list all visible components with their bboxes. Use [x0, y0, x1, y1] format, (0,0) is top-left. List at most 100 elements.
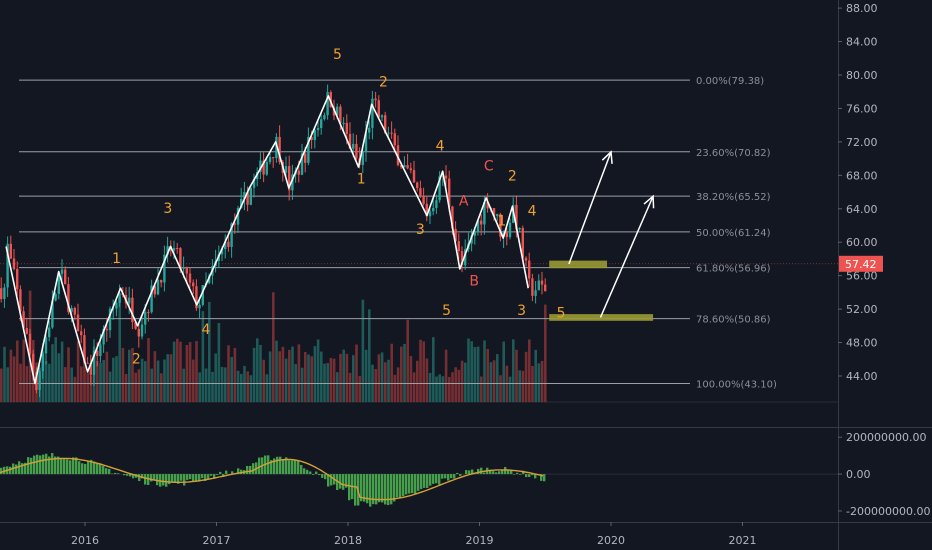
- candle-body[interactable]: [393, 133, 396, 146]
- candle-body[interactable]: [336, 106, 339, 116]
- candle-body[interactable]: [534, 290, 537, 296]
- candle-body[interactable]: [316, 127, 320, 131]
- candle-body[interactable]: [425, 203, 428, 217]
- candle-body[interactable]: [403, 165, 406, 168]
- candle-body[interactable]: [6, 243, 9, 288]
- candle-body[interactable]: [496, 214, 499, 217]
- candle-body[interactable]: [454, 228, 457, 242]
- candle-body[interactable]: [96, 350, 99, 357]
- candle-body[interactable]: [182, 267, 185, 269]
- candle-body[interactable]: [176, 247, 179, 249]
- candle-body[interactable]: [70, 307, 73, 312]
- candle-body[interactable]: [480, 220, 483, 225]
- candle-body[interactable]: [89, 362, 92, 375]
- fibonacci-retracement[interactable]: 0.00%(79.38) 23.60%(70.82) 38.20%(65.52) 50…: [19, 76, 777, 391]
- candle-body[interactable]: [326, 92, 329, 116]
- candle-body[interactable]: [361, 151, 364, 165]
- candle-body[interactable]: [259, 160, 262, 172]
- candle-body[interactable]: [192, 282, 195, 287]
- candle-body[interactable]: [128, 297, 131, 304]
- candle-body[interactable]: [67, 284, 70, 312]
- candle-body[interactable]: [0, 288, 3, 300]
- candle-body[interactable]: [99, 344, 102, 357]
- candle-body[interactable]: [368, 127, 371, 133]
- candle-body[interactable]: [300, 153, 304, 175]
- candle-body[interactable]: [268, 157, 272, 162]
- candle-body[interactable]: [147, 312, 150, 314]
- candle-body[interactable]: [377, 100, 380, 118]
- candle-body[interactable]: [227, 241, 230, 247]
- candle-body[interactable]: [540, 280, 544, 285]
- candle-body[interactable]: [134, 322, 137, 329]
- candle-body[interactable]: [57, 273, 60, 294]
- candle-body[interactable]: [278, 136, 281, 163]
- candle-body[interactable]: [387, 132, 390, 134]
- candle-body[interactable]: [451, 206, 454, 229]
- candle-body[interactable]: [115, 302, 118, 309]
- candle-body[interactable]: [428, 211, 432, 217]
- candle-body[interactable]: [265, 161, 268, 175]
- candle-body[interactable]: [233, 223, 236, 225]
- candle-body[interactable]: [32, 353, 35, 373]
- candle-body[interactable]: [86, 362, 89, 364]
- candle-body[interactable]: [380, 115, 384, 118]
- candle-body[interactable]: [460, 251, 464, 266]
- candle-body[interactable]: [224, 241, 227, 250]
- candle-body[interactable]: [505, 232, 508, 238]
- candle-body[interactable]: [108, 308, 112, 331]
- candle-body[interactable]: [438, 176, 441, 201]
- candle-body[interactable]: [76, 314, 80, 332]
- candle-body[interactable]: [137, 328, 140, 337]
- candle-body[interactable]: [188, 273, 192, 283]
- candle-body[interactable]: [172, 247, 176, 251]
- candle-body[interactable]: [198, 304, 201, 309]
- candle-body[interactable]: [464, 249, 467, 266]
- elliott-wave-path[interactable]: [5, 95, 529, 385]
- wave-line[interactable]: [5, 95, 529, 385]
- candle-body[interactable]: [323, 115, 326, 120]
- candle-body[interactable]: [508, 222, 512, 238]
- candle-body[interactable]: [185, 267, 188, 274]
- candle-body[interactable]: [243, 192, 246, 199]
- candle-body[interactable]: [499, 214, 502, 237]
- candle-body[interactable]: [483, 202, 486, 225]
- candle-body[interactable]: [102, 329, 105, 345]
- candle-body[interactable]: [25, 328, 28, 334]
- candle-body[interactable]: [38, 371, 41, 390]
- candle-body[interactable]: [355, 143, 358, 159]
- candle-body[interactable]: [44, 337, 48, 354]
- candle-body[interactable]: [348, 133, 352, 149]
- candle-body[interactable]: [473, 232, 476, 236]
- oscillator-pane[interactable]: 200000000.00 0.00 -200000000.00: [0, 431, 930, 518]
- candle-body[interactable]: [448, 178, 451, 207]
- candle-body[interactable]: [112, 308, 115, 310]
- candle-body[interactable]: [140, 324, 144, 337]
- candle-body[interactable]: [19, 289, 22, 312]
- candle-body[interactable]: [230, 223, 233, 247]
- candle-body[interactable]: [201, 285, 204, 305]
- candle-body[interactable]: [412, 170, 416, 183]
- candle-body[interactable]: [531, 278, 534, 296]
- candle-body[interactable]: [92, 350, 96, 375]
- candle-body[interactable]: [409, 168, 412, 171]
- candle-body[interactable]: [35, 372, 38, 390]
- candle-body[interactable]: [246, 192, 249, 205]
- candle-body[interactable]: [131, 297, 134, 323]
- candle-body[interactable]: [54, 293, 57, 301]
- candle-body[interactable]: [313, 130, 316, 141]
- candle-body[interactable]: [163, 254, 166, 283]
- candle-body[interactable]: [374, 98, 377, 101]
- projection-arrow[interactable]: [599, 194, 655, 318]
- candle-body[interactable]: [291, 174, 294, 191]
- projection-arrows[interactable]: [568, 150, 655, 318]
- candle-body[interactable]: [195, 286, 198, 309]
- candle-body[interactable]: [41, 353, 44, 372]
- candle-body[interactable]: [364, 132, 368, 152]
- candle-body[interactable]: [524, 257, 528, 261]
- candle-body[interactable]: [400, 165, 403, 168]
- candle-body[interactable]: [262, 160, 265, 175]
- candle-body[interactable]: [297, 170, 300, 175]
- candle-body[interactable]: [390, 132, 393, 134]
- candle-body[interactable]: [105, 329, 108, 331]
- candle-body[interactable]: [304, 153, 307, 163]
